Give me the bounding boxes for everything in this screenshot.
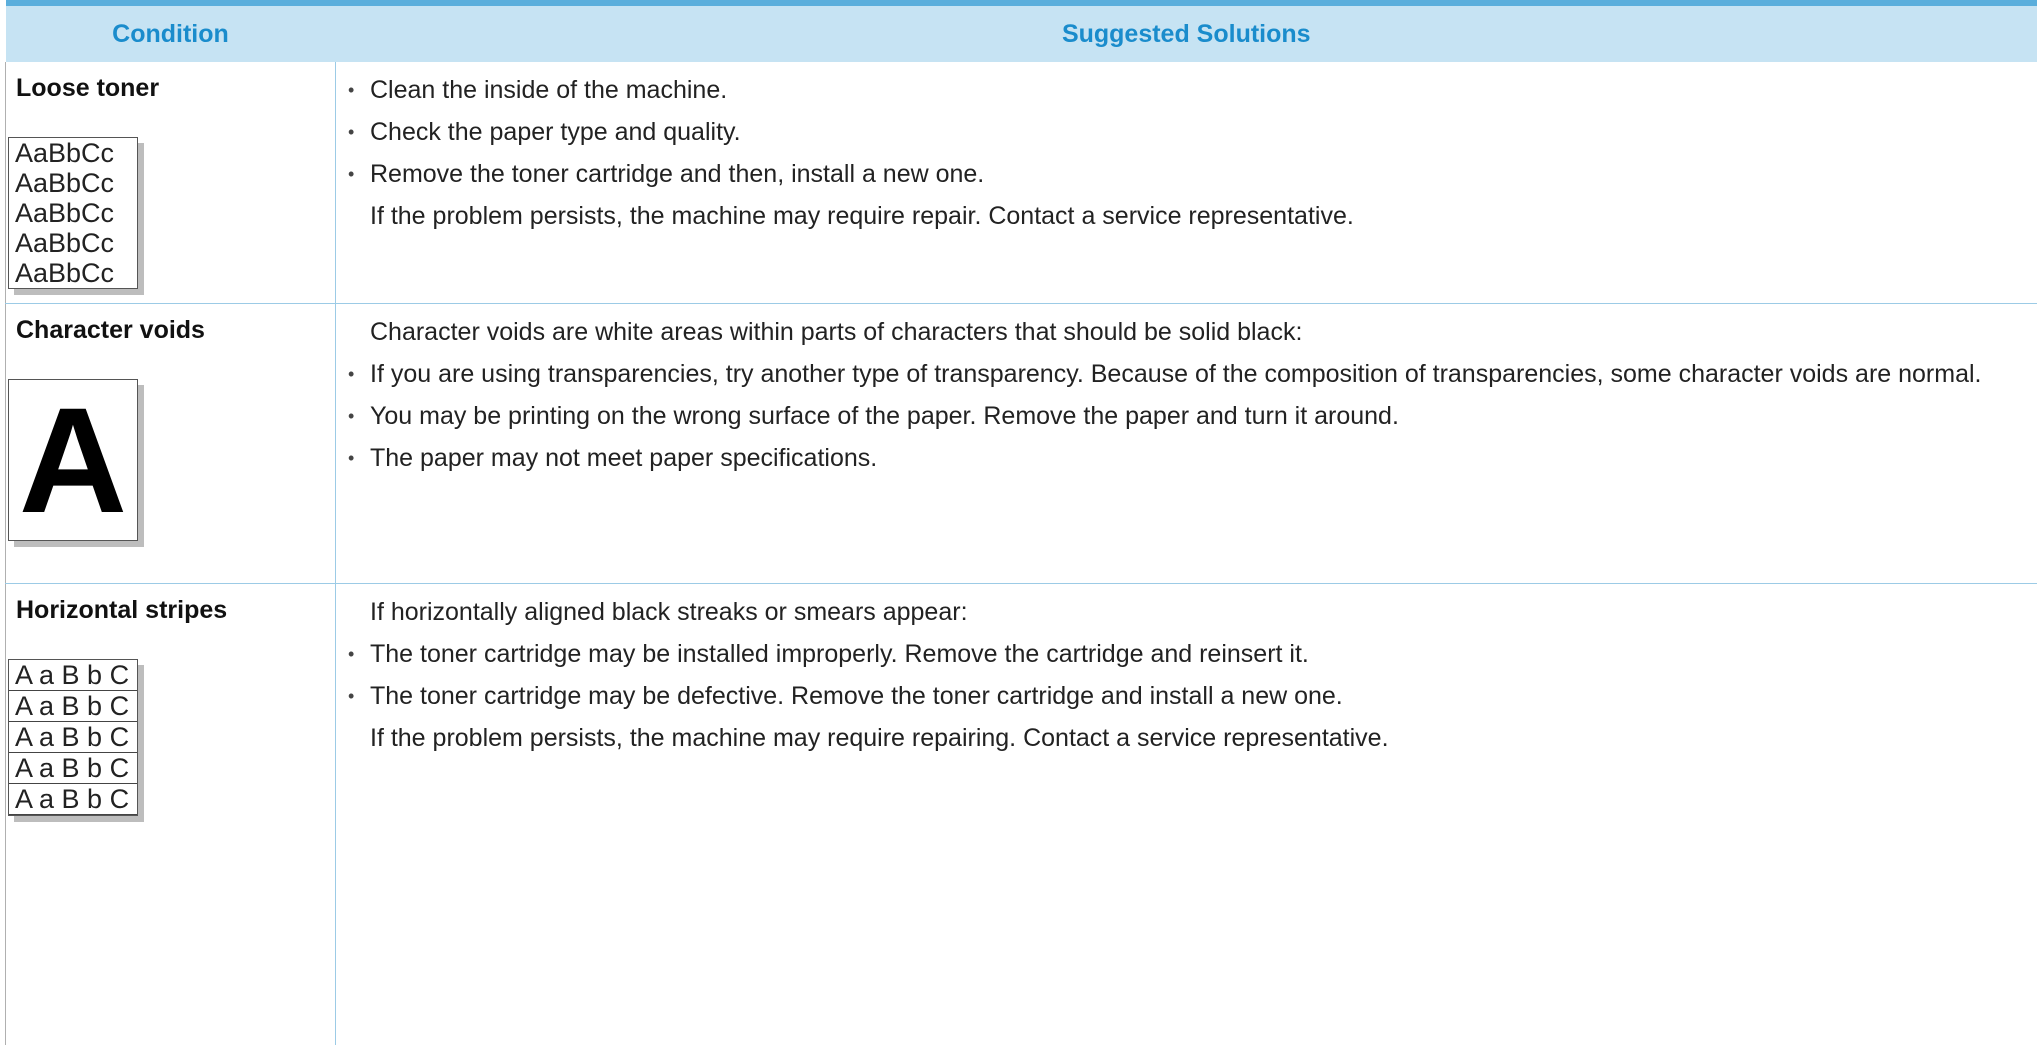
condition-cell: Character voids A xyxy=(5,303,336,584)
header-row: Condition Suggested Solutions xyxy=(5,0,2037,62)
solution-item: Clean the inside of the machine. xyxy=(348,74,2037,107)
solution-item: If you are using transparencies, try ano… xyxy=(348,358,2037,391)
solution-cell: Clean the inside of the machine. Check th… xyxy=(335,62,2037,304)
table-row: Loose toner AaBbCc AaBbCc AaBbCc AaBbCc AaBbC… xyxy=(5,62,2037,304)
condition-title: Character voids xyxy=(16,315,205,344)
illustration-text: A a B b C xyxy=(9,753,137,784)
illustration-text: A a B b C xyxy=(9,722,137,753)
solution-cell: Character voids are white areas within p… xyxy=(335,303,2037,584)
solution-list: The toner cartridge may be installed imp… xyxy=(348,638,2037,713)
troubleshooting-table: Condition Suggested Solutions Loose tone… xyxy=(5,0,2037,1045)
intro-text: Character voids are white areas within p… xyxy=(370,317,1303,346)
solution-item: Check the paper type and quality. xyxy=(348,116,2037,149)
illustration-text: AaBbCc xyxy=(15,198,115,228)
illustration-text: A a B b C xyxy=(9,660,137,691)
solution-item: You may be printing on the wrong surface… xyxy=(348,400,2037,433)
condition-title: Loose toner xyxy=(16,74,160,102)
illustration-text: AaBbCc xyxy=(15,138,115,168)
solution-item: The toner cartridge may be defective. Re… xyxy=(348,680,2037,713)
intro-text: If horizontally aligned black streaks or… xyxy=(370,597,968,626)
illustration: A xyxy=(8,378,138,541)
condition-title: Horizontal stripes xyxy=(16,595,228,624)
illustration-text: A a B b C xyxy=(9,784,137,815)
solution-item: Remove the toner cartridge and then, ins… xyxy=(348,158,2037,191)
note-text: If the problem persists, the machine may… xyxy=(370,202,1354,230)
solution-cell: If horizontally aligned black streaks or… xyxy=(335,583,2037,1045)
illustration-text: AaBbCc xyxy=(15,258,115,288)
solution-list: If you are using transparencies, try ano… xyxy=(348,358,2037,475)
column-header: Suggested Solutions xyxy=(335,0,2037,62)
illustration-text: A a B b C xyxy=(9,691,137,722)
illustration: AaBbCc AaBbCc AaBbCc AaBbCc AaBbCc xyxy=(8,137,138,289)
illustration-text: AaBbCc xyxy=(15,228,115,258)
table-row: Character voids A Character voids are whit… xyxy=(5,303,2037,584)
table-body: Loose toner AaBbCc AaBbCc AaBbCc AaBbCc AaBbC… xyxy=(5,62,2037,1045)
solution-list: Clean the inside of the machine. Check th… xyxy=(348,74,2037,191)
solution-item: The toner cartridge may be installed imp… xyxy=(348,638,2037,671)
solution-item: The paper may not meet paper specificati… xyxy=(348,442,2037,475)
condition-cell: Loose toner AaBbCc AaBbCc AaBbCc AaBbCc AaBbC… xyxy=(5,62,336,304)
note-text: If the problem persists, the machine may… xyxy=(370,723,1389,752)
column-header: Condition xyxy=(5,0,336,62)
illustration-text: A xyxy=(18,378,128,541)
illustration-text: AaBbCc xyxy=(15,168,115,198)
